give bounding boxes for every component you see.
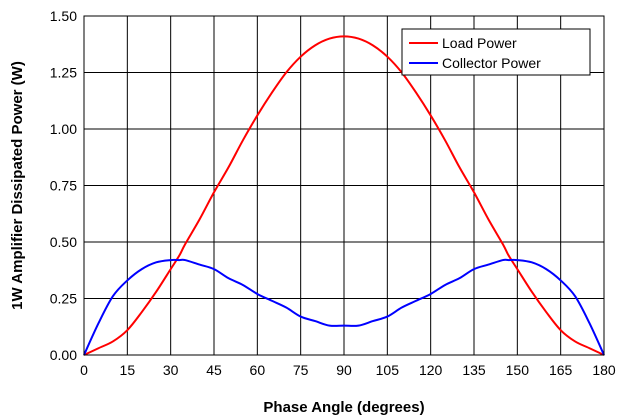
x-tick-label: 0: [80, 362, 88, 378]
x-axis-title: Phase Angle (degrees): [263, 399, 424, 416]
legend-label-collector-power: Collector Power: [442, 55, 541, 71]
series-line-collector-power: [83, 258, 605, 356]
x-tick-label: 45: [206, 362, 222, 378]
y-tick-label: 0.75: [50, 178, 77, 194]
legend-label-load-power: Load Power: [442, 35, 517, 51]
x-tick-label: 30: [163, 362, 179, 378]
x-tick-label: 105: [376, 362, 400, 378]
x-tick-label: 135: [462, 362, 486, 378]
y-tick-label: 0.00: [50, 347, 77, 363]
series-layer: [83, 35, 605, 356]
x-tick-label: 120: [419, 362, 443, 378]
y-tick-label: 0.50: [50, 234, 77, 250]
y-tick-label: 0.25: [50, 291, 77, 307]
x-tick-label: 60: [250, 362, 266, 378]
x-tick-labels: 0 15 30 45 60 75 90 105 120 135 150 165 180: [80, 362, 616, 378]
y-tick-labels: 0.00 0.25 0.50 0.75 1.00 1.25 1.50: [50, 8, 77, 363]
x-tick-label: 165: [549, 362, 573, 378]
legend: Load Power Collector Power: [401, 28, 591, 76]
series-line-load-power: [83, 35, 605, 356]
y-tick-label: 1.50: [50, 8, 77, 24]
x-tick-label: 90: [336, 362, 352, 378]
y-axis-title: 1W Amplifier Dissipated Power (W): [9, 61, 26, 310]
y-tick-label: 1.25: [50, 65, 77, 81]
x-tick-label: 15: [120, 362, 136, 378]
y-tick-label: 1.00: [50, 121, 77, 137]
x-tick-label: 180: [592, 362, 616, 378]
legend-box: [401, 28, 591, 76]
x-tick-label: 75: [293, 362, 309, 378]
plot-frame: [83, 15, 605, 356]
x-tick-label: 150: [506, 362, 530, 378]
